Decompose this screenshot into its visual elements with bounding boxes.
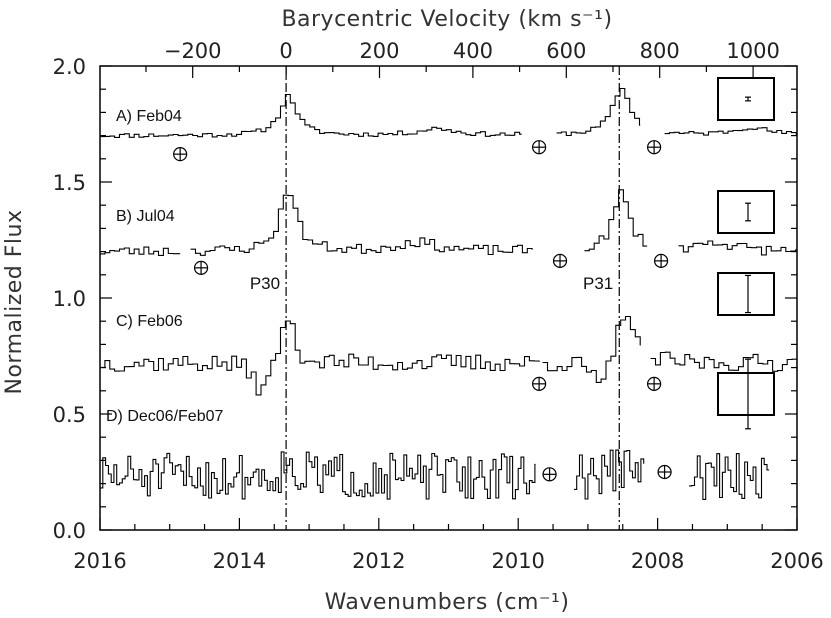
spectrum-line — [584, 189, 648, 252]
y-tick-label: 0.0 — [53, 519, 86, 543]
reference-line-label: P30 — [250, 274, 280, 293]
axes: 2016 2014 2012 2010 2008 2006 0.0 0.5 1.0 1.5 2.0 −… — [53, 39, 824, 573]
spectrum-line — [689, 453, 770, 500]
series-labels: A) Feb04 B) Jul04 C) Feb06 D) Dec06/Feb07 — [106, 108, 223, 425]
x-tick-label: 2012 — [352, 549, 405, 573]
error-box — [717, 190, 775, 234]
top-tick-label: 600 — [546, 39, 586, 63]
spectrum-line — [542, 315, 641, 383]
spectrum-line — [556, 87, 641, 137]
y-tick-label: 1.5 — [53, 171, 86, 195]
series-label: A) Feb04 — [116, 108, 182, 125]
y-tick-label: 1.0 — [53, 287, 86, 311]
error-bar-boxes — [717, 77, 775, 430]
top-tick-label: 0 — [279, 39, 292, 63]
spectrum-line — [574, 449, 645, 500]
y-tick-label: 0.5 — [53, 403, 86, 427]
y-axis-title: Normalized Flux — [2, 210, 27, 395]
x-tick-label: 2010 — [491, 549, 544, 573]
x-axis-title: Wavenumbers (cm⁻¹) — [325, 590, 570, 615]
reference-lines: P30 P31 — [250, 66, 620, 530]
x-tick-label: 2006 — [770, 549, 823, 573]
spectrum-line — [100, 320, 540, 396]
top-tick-label: 400 — [453, 39, 493, 63]
y-tick-label: 2.0 — [53, 55, 86, 79]
top-axis-title: Barycentric Velocity (km s⁻¹) — [281, 7, 612, 32]
spectrum-line — [100, 246, 181, 256]
reference-line-label: P31 — [583, 274, 613, 293]
spectrum-line — [100, 93, 522, 138]
error-box — [717, 272, 775, 316]
top-tick-label: 200 — [359, 39, 399, 63]
x-tick-label: 2008 — [631, 549, 684, 573]
series-label: B) Jul04 — [116, 208, 175, 225]
spectrum-line — [100, 451, 536, 500]
telluric-markers — [173, 140, 672, 482]
series-label: C) Feb06 — [116, 313, 183, 330]
x-tick-label: 2014 — [213, 549, 266, 573]
spectrum-line — [650, 351, 798, 372]
spectra-series — [100, 87, 798, 500]
spectrum-line — [664, 127, 797, 136]
series-label: D) Dec06/Feb07 — [106, 408, 223, 425]
top-tick-label: 1000 — [726, 39, 779, 63]
x-tick-label: 2016 — [73, 549, 126, 573]
top-tick-label: 800 — [640, 39, 680, 63]
error-box — [717, 77, 775, 121]
top-tick-label: −200 — [164, 39, 222, 63]
spectrum-line — [190, 194, 533, 256]
error-box — [717, 372, 775, 416]
spectrum-line — [678, 240, 797, 256]
